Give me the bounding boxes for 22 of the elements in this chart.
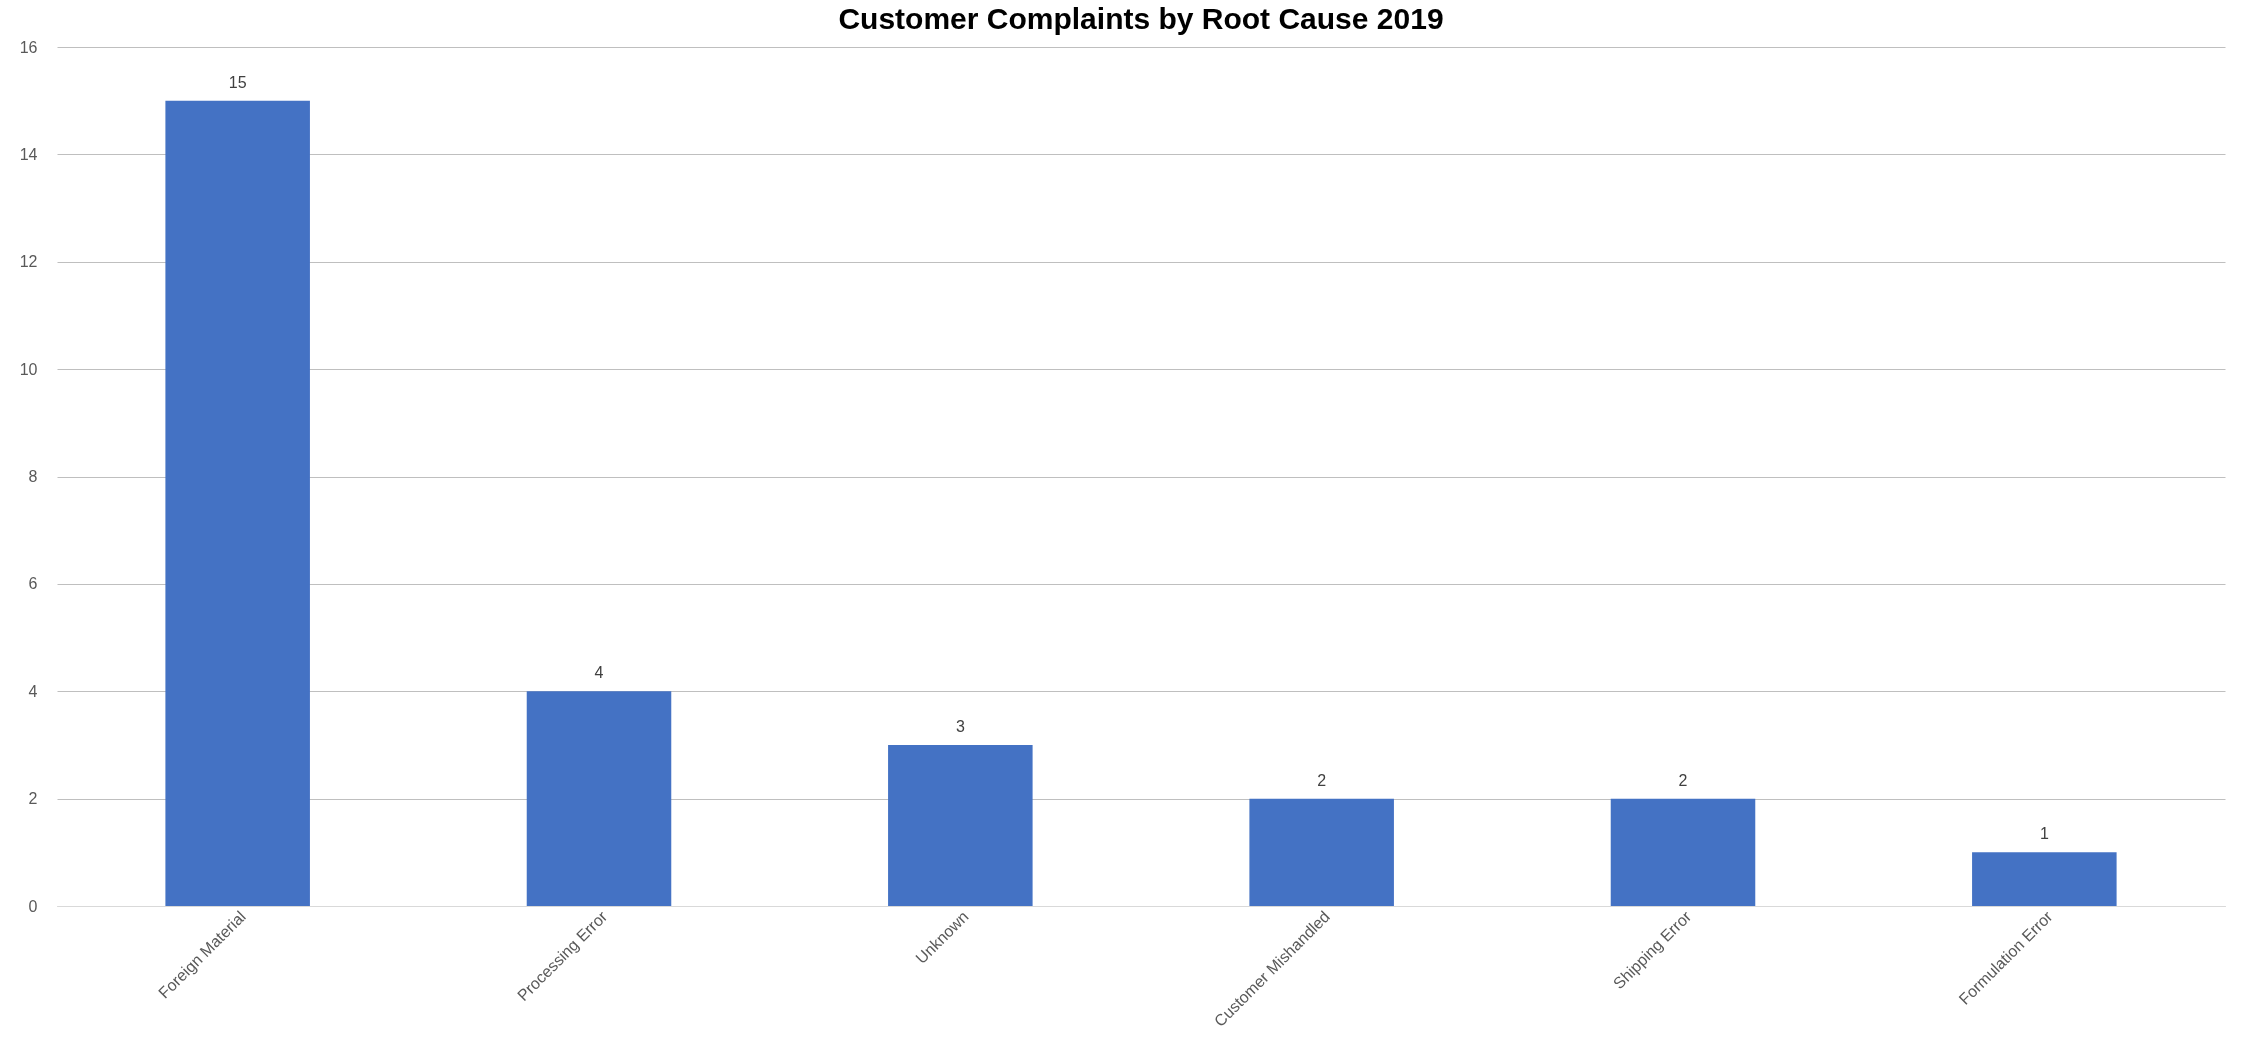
bar	[526, 691, 672, 906]
data-label: 4	[594, 664, 604, 682]
data-label: 2	[1678, 771, 1688, 789]
bar	[1972, 852, 2117, 906]
y-tick-label: 16	[19, 38, 38, 56]
y-tick-label: 12	[19, 253, 38, 271]
data-label: 15	[228, 73, 247, 91]
y-tick-label: 4	[28, 682, 38, 700]
bar	[165, 100, 310, 906]
bar	[1610, 798, 1756, 906]
data-label: 3	[955, 717, 965, 735]
y-tick-label: 0	[28, 897, 38, 915]
bar	[1249, 798, 1394, 906]
y-tick-label: 2	[28, 790, 38, 808]
bar	[888, 744, 1033, 906]
y-tick-label: 14	[19, 145, 38, 163]
y-tick-label: 6	[28, 575, 38, 593]
y-tick-label: 10	[19, 360, 38, 378]
y-tick-label: 8	[28, 468, 38, 485]
data-label: 2	[1317, 771, 1327, 789]
data-label: 1	[2039, 825, 2049, 843]
chart-title: Customer Complaints by Root Cause 2019	[838, 2, 1444, 35]
